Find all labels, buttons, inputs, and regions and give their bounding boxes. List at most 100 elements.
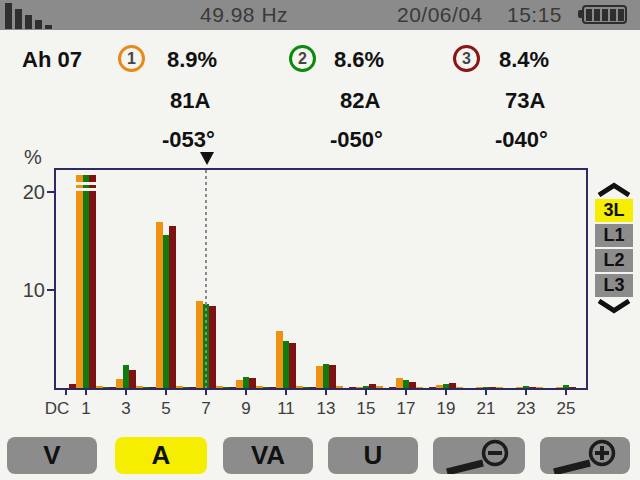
harmonic-bar (163, 235, 170, 388)
x-label-1: 1 (81, 399, 90, 419)
harmonic-bar (563, 385, 570, 388)
harmonic-bar (476, 387, 483, 388)
cursor-marker-icon[interactable] (200, 152, 214, 165)
harmonic-bar (289, 343, 296, 388)
harmonic-bar (516, 387, 523, 388)
time-readout: 15:15 (507, 3, 562, 27)
cursor-line (205, 170, 207, 388)
phase2-angle: -050° (330, 127, 383, 153)
bar-clip-mark (76, 182, 96, 185)
harmonic-bar (256, 386, 263, 388)
x-tickmark (85, 390, 87, 395)
u-button[interactable]: U (328, 437, 418, 474)
harmonic-bar (103, 387, 110, 388)
va-button[interactable]: VA (223, 437, 313, 474)
harmonic-bar (536, 387, 543, 388)
x-label-9: 9 (241, 399, 250, 419)
phase3-percent: 8.4% (499, 47, 549, 73)
battery-icon (582, 5, 627, 24)
harmonic-bar (569, 387, 576, 388)
x-tickmark (205, 390, 207, 395)
harmonic-bar (183, 387, 190, 388)
x-tickmark (245, 390, 247, 395)
phase-select-3L[interactable]: 3L (595, 199, 633, 222)
x-tickmark (445, 390, 447, 395)
harmonic-bar (316, 366, 323, 388)
phase1-badge: 1 (118, 45, 145, 72)
harmonic-bar (416, 387, 423, 388)
x-label-17: 17 (397, 399, 416, 419)
harmonic-bar (409, 382, 416, 388)
x-tickmark (365, 390, 367, 395)
phase1-angle: -053° (162, 127, 215, 153)
harmonic-bar (389, 387, 396, 388)
chevron-down-icon[interactable] (595, 299, 633, 314)
x-tickmark (325, 390, 327, 395)
y-tickmark-10 (47, 289, 54, 291)
x-tickmark (485, 390, 487, 395)
harmonic-bar (296, 386, 303, 388)
x-tickmark (405, 390, 407, 395)
harmonic-bar (283, 341, 290, 388)
y-tick-20: 20 (11, 181, 45, 204)
x-label-5: 5 (161, 399, 170, 419)
harmonic-bar (396, 378, 403, 388)
zoom-out-button[interactable] (433, 437, 525, 474)
harmonic-bar (329, 365, 336, 388)
harmonic-bar (456, 387, 463, 388)
x-label-7: 7 (201, 399, 210, 419)
x-label-11: 11 (277, 399, 295, 419)
harmonic-bar (129, 370, 136, 388)
harmonic-bar (156, 222, 163, 388)
phase2-badge: 2 (289, 45, 316, 72)
harmonic-bar (449, 383, 456, 388)
x-label-15: 15 (357, 399, 376, 419)
phase-select-L3[interactable]: L3 (595, 274, 633, 297)
date-readout: 20/06/04 (397, 3, 483, 27)
x-tickmark (565, 390, 567, 395)
harmonic-bar (436, 385, 443, 388)
harmonic-bar (276, 331, 283, 388)
harmonic-bar (123, 365, 130, 388)
x-tickmark (125, 390, 127, 395)
x-tickmark (285, 390, 287, 395)
zoom-out-icon (433, 437, 525, 474)
harmonic-bar (109, 387, 116, 388)
harmonic-bar (216, 386, 223, 388)
harmonic-bar (76, 175, 83, 388)
harmonic-bar (556, 387, 563, 388)
y-axis-unit: % (24, 146, 42, 169)
harmonic-bar (489, 387, 496, 388)
phase-selector: 3LL1L2L3 (595, 182, 633, 316)
bar-clip-mark (76, 188, 96, 191)
x-label-19: 19 (437, 399, 456, 419)
chevron-up-icon[interactable] (595, 182, 633, 197)
x-tickmark (525, 390, 527, 395)
harmonic-bar (83, 175, 90, 388)
zoom-in-button[interactable] (540, 437, 630, 474)
harmonic-bar (96, 386, 103, 388)
harmonic-bar (236, 380, 243, 388)
phase-select-L1[interactable]: L1 (595, 224, 633, 247)
phase3-angle: -040° (495, 127, 548, 153)
a-button[interactable]: A (115, 437, 207, 474)
harmonic-bar (169, 226, 176, 388)
harmonics-mode-icon (3, 2, 63, 29)
x-label-21: 21 (477, 399, 496, 419)
harmonic-bar (483, 387, 490, 388)
harmonic-bar (263, 387, 270, 388)
harmonic-bar (189, 387, 196, 388)
v-button[interactable]: V (7, 437, 97, 474)
phase-select-L2[interactable]: L2 (595, 249, 633, 272)
y-tickmark-20 (47, 191, 54, 193)
harmonic-bar (523, 386, 530, 388)
harmonic-bar (403, 380, 410, 388)
harmonic-bar (243, 377, 250, 388)
harmonic-bar (349, 387, 356, 388)
x-label-23: 23 (517, 399, 536, 419)
x-label-13: 13 (317, 399, 336, 419)
phase2-percent: 8.6% (334, 47, 384, 73)
zoom-in-icon (540, 437, 632, 474)
harmonic-bar (336, 386, 343, 388)
frequency-readout: 49.98 Hz (200, 3, 288, 27)
